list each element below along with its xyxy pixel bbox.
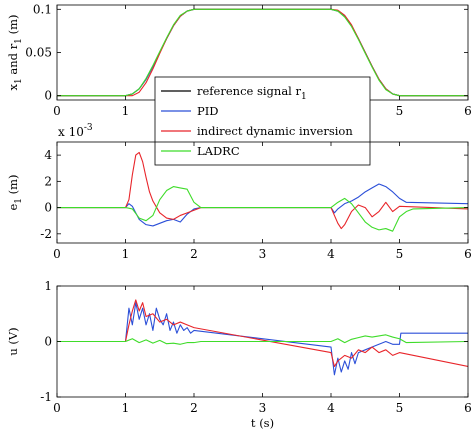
y-axis-label: e1 (m) — [6, 174, 24, 210]
plot-area — [57, 151, 468, 232]
x-tick-label: 4 — [327, 247, 335, 261]
legend-box — [154, 76, 371, 166]
x-axis-label: t (s) — [251, 416, 274, 430]
y-tick-label: 2 — [44, 174, 52, 188]
series-line-pid — [57, 302, 468, 376]
x-tick-label: 0 — [53, 247, 61, 261]
legend-label: PID — [197, 104, 219, 118]
series-line-ladrc — [57, 8, 468, 97]
series-line-indirect-dynamic-inversion — [57, 299, 468, 368]
legend: reference signal r1 PID indirect dynamic i… — [154, 76, 371, 166]
y-exponent-label: x 10-3 — [58, 123, 93, 139]
x-tick-label: 0 — [53, 104, 61, 118]
x-tick-label: 3 — [259, 247, 267, 261]
x-tick-label: 2 — [190, 247, 198, 261]
x-tick-label: 6 — [464, 247, 472, 261]
y-tick-label: 0 — [44, 335, 52, 349]
x-tick-label: 1 — [122, 104, 130, 118]
legend-label: reference signal r1 — [197, 84, 307, 102]
y-tick-label: 0 — [44, 201, 52, 215]
y-axis-label: x1 and r1 (m) — [6, 15, 24, 91]
x-tick-label: 2 — [190, 401, 198, 415]
y-tick-label: 0.05 — [25, 46, 52, 60]
x-tick-label: 6 — [464, 401, 472, 415]
panel-3: 0 1 2 3 4 5 610-1u (V)t (s) — [6, 279, 472, 430]
x-tick-label: 0 — [53, 401, 61, 415]
x-tick-label: 5 — [396, 401, 404, 415]
y-tick-label: 0.1 — [33, 2, 52, 16]
x-tick-label: 5 — [396, 104, 404, 118]
x-tick-label: 3 — [259, 401, 267, 415]
series-line-ladrc — [57, 186, 468, 232]
plot-area — [57, 299, 468, 376]
series-line-ladrc — [57, 334, 468, 345]
x-tick-label: 6 — [464, 104, 472, 118]
legend-label: LADRC — [197, 144, 240, 158]
x-tick-label: 4 — [327, 401, 335, 415]
y-tick-label: -2 — [40, 227, 52, 241]
y-axis-label: u (V) — [6, 327, 20, 355]
x-tick-label: 1 — [122, 401, 130, 415]
y-tick-label: 0 — [44, 89, 52, 103]
y-tick-label: -1 — [40, 390, 52, 404]
plot-area — [57, 8, 468, 97]
x-tick-label: 1 — [122, 247, 130, 261]
series-line-pid — [57, 183, 468, 227]
y-tick-label: 1 — [44, 279, 52, 293]
y-tick-label: 4 — [44, 148, 52, 162]
series-line-indirect-dynamic-inversion — [57, 151, 468, 230]
x-tick-label: 5 — [396, 247, 404, 261]
legend-label: indirect dynamic inversion — [197, 124, 353, 138]
